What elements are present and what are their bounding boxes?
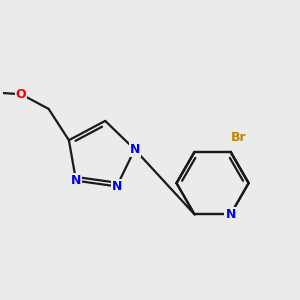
Text: O: O <box>16 88 26 101</box>
Text: N: N <box>71 174 81 187</box>
Text: Br: Br <box>231 131 247 144</box>
Text: N: N <box>225 208 236 221</box>
Text: N: N <box>112 180 122 193</box>
Text: N: N <box>130 143 140 156</box>
